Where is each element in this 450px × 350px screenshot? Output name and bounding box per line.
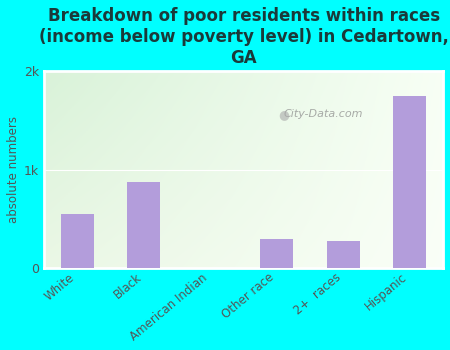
Title: Breakdown of poor residents within races
(income below poverty level) in Cedarto: Breakdown of poor residents within races… [39, 7, 449, 66]
Bar [327, 241, 360, 268]
Text: City-Data.com: City-Data.com [284, 109, 363, 119]
Text: ●: ● [278, 108, 289, 121]
Bar [61, 214, 94, 268]
Bar [393, 96, 427, 268]
Y-axis label: absolute numbers: absolute numbers [7, 116, 20, 223]
Bar [127, 182, 161, 268]
Bar [260, 239, 293, 268]
